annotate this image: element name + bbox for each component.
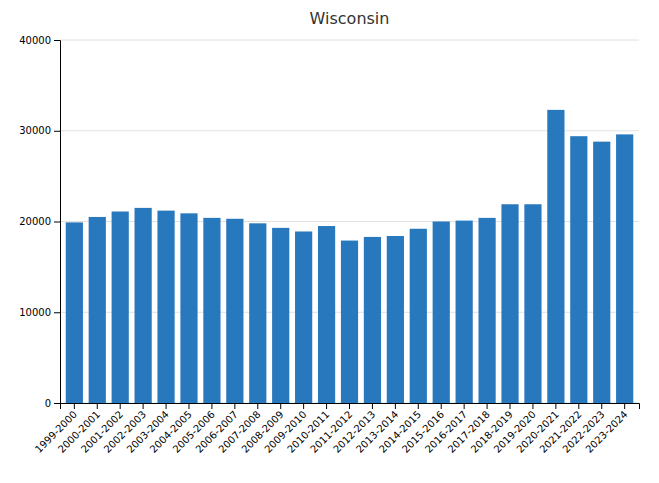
bar — [341, 241, 358, 403]
y-tick-label: 40000 — [19, 35, 51, 46]
y-tick: 20000 — [19, 216, 60, 227]
y-tick-mark — [54, 403, 60, 404]
x-tick-mark — [143, 403, 144, 409]
x-tick-mark — [624, 403, 625, 409]
y-tick: 0 — [45, 398, 60, 409]
y-tick-mark — [54, 131, 60, 132]
bar — [456, 221, 473, 403]
bar — [66, 222, 83, 403]
x-axis-line — [61, 404, 640, 410]
y-tick: 40000 — [19, 35, 60, 46]
bar — [203, 218, 220, 403]
y-tick: 10000 — [19, 307, 60, 318]
bar — [249, 223, 266, 403]
bar — [295, 231, 312, 403]
bar — [478, 218, 495, 403]
y-tick-mark — [54, 222, 60, 223]
bar — [593, 142, 610, 403]
bar — [226, 219, 243, 403]
bars — [66, 110, 634, 403]
y-tick-label: 30000 — [19, 125, 51, 136]
x-tick-mark — [74, 403, 75, 409]
y-tick-label: 10000 — [19, 307, 51, 318]
x-tick-mark — [395, 403, 396, 409]
x-tick-mark — [441, 403, 442, 409]
x-tick-mark — [188, 403, 189, 409]
grid-line — [60, 40, 639, 41]
bar — [547, 110, 564, 403]
y-tick-label: 0 — [45, 398, 51, 409]
y-axis-line — [54, 41, 61, 404]
y-axis: 0 10000 20000 30000 40000 — [19, 35, 60, 409]
bar — [387, 236, 404, 403]
x-tick-mark — [166, 403, 167, 409]
bar — [318, 226, 335, 403]
bar — [157, 211, 174, 403]
plot: 0 10000 20000 30000 40000 1999-20002000-20012… — [19, 35, 639, 455]
bar — [364, 237, 381, 403]
y-tick-mark — [54, 312, 60, 313]
x-tick: 2023-2024 — [583, 403, 629, 455]
x-axis: 1999-20002000-20012001-20022002-20032003… — [33, 403, 640, 455]
x-tick-mark — [532, 403, 533, 409]
x-tick-mark — [326, 403, 327, 409]
x-tick-mark — [464, 403, 465, 409]
x-tick-mark — [487, 403, 488, 409]
bar — [135, 208, 152, 403]
x-tick-mark — [418, 403, 419, 409]
y-tick: 30000 — [19, 125, 60, 136]
x-tick-mark — [211, 403, 212, 409]
x-tick-mark — [601, 403, 602, 409]
bar — [570, 136, 587, 403]
bar — [112, 212, 129, 403]
x-tick-label: 2023-2024 — [583, 409, 629, 455]
x-tick-mark — [97, 403, 98, 409]
x-tick-mark — [234, 403, 235, 409]
chart: 0 10000 20000 30000 40000 1999-20002000-20012… — [0, 0, 659, 483]
bar — [410, 229, 427, 403]
bar — [501, 204, 518, 403]
x-tick-mark — [120, 403, 121, 409]
x-tick-mark — [280, 403, 281, 409]
title: Wisconsin — [310, 9, 390, 28]
x-tick-mark — [578, 403, 579, 409]
bar — [524, 204, 541, 403]
y-tick-mark — [54, 40, 60, 41]
x-tick-mark — [257, 403, 258, 409]
bar — [272, 228, 289, 403]
x-tick-mark — [372, 403, 373, 409]
bar — [89, 217, 106, 403]
bar — [616, 134, 633, 403]
x-tick-mark — [510, 403, 511, 409]
y-tick-label: 20000 — [19, 216, 51, 227]
x-tick-mark — [303, 403, 304, 409]
x-tick-mark — [555, 403, 556, 409]
x-tick-mark — [349, 403, 350, 409]
grid — [60, 40, 639, 403]
bar — [433, 222, 450, 404]
bar — [180, 213, 197, 403]
